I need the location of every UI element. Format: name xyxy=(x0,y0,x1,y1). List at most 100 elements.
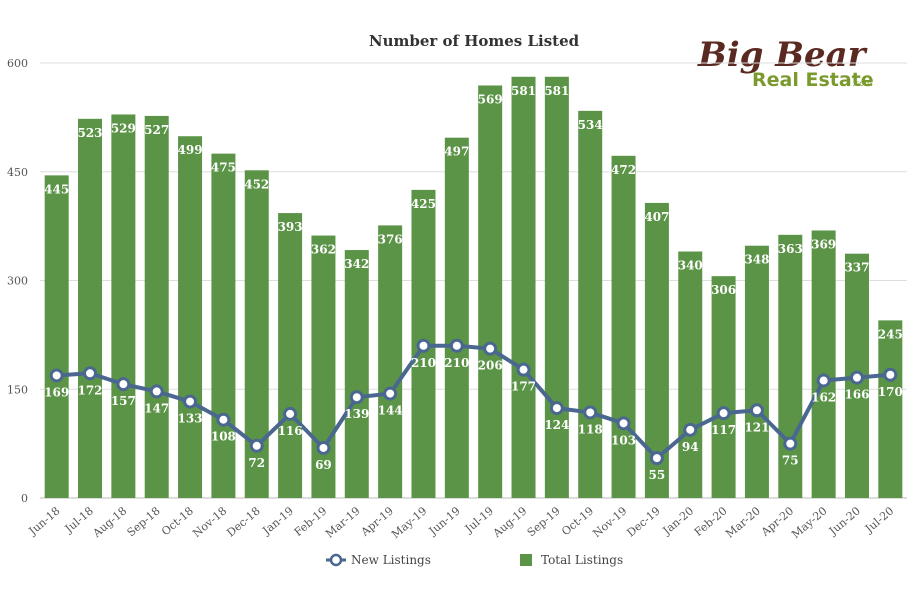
bar-Jul-18 xyxy=(78,118,103,498)
bar-label-Jun-18: 445 xyxy=(44,182,69,196)
point-label-Jun-18: 169 xyxy=(44,385,69,399)
bar-label-Oct-19: 534 xyxy=(578,118,603,132)
x-tick-Jun-20: Jun-20 xyxy=(826,504,863,538)
bar-label-May-19: 425 xyxy=(411,197,436,211)
bar-label-Feb-19: 362 xyxy=(311,243,336,257)
point-label-Jun-20: 166 xyxy=(844,388,869,402)
chart-title: Number of Homes Listed xyxy=(369,32,580,50)
x-tick-Jan-19: Jan-19 xyxy=(259,504,296,538)
bar-label-Dec-19: 407 xyxy=(644,210,669,224)
bar-label-Jan-20: 340 xyxy=(678,259,703,273)
bar-label-Mar-19: 342 xyxy=(344,257,369,271)
point-May-19 xyxy=(416,338,431,353)
point-Sep-18 xyxy=(149,384,164,399)
bar-May-20 xyxy=(811,230,836,498)
legend-item-total-listings[interactable]: Total Listings xyxy=(520,553,623,567)
point-Nov-18 xyxy=(216,412,231,427)
point-Jun-20 xyxy=(849,370,864,385)
point-label-Aug-18: 157 xyxy=(111,394,136,408)
point-Apr-20 xyxy=(783,436,798,451)
bar-labels: 445 523 529 527 499 475 452 393 362 342 376 425 497 5… xyxy=(44,84,903,342)
x-tick-Mar-19: Mar-19 xyxy=(323,504,363,540)
x-tick-May-19: May-19 xyxy=(389,504,429,541)
point-label-Oct-19: 118 xyxy=(578,422,603,436)
x-tick-Dec-19: Dec-19 xyxy=(624,504,662,539)
bar-label-Nov-18: 475 xyxy=(211,161,236,175)
point-label-Dec-18: 72 xyxy=(248,456,265,470)
legend: New Listings Total Listings xyxy=(326,553,623,567)
bar-Jun-18 xyxy=(44,175,69,498)
bar-Jul-19 xyxy=(478,85,503,498)
point-Feb-20 xyxy=(716,406,731,421)
logo-line2: Real Estate xyxy=(752,69,874,91)
point-label-Mar-19: 139 xyxy=(344,407,369,421)
bar-Apr-20 xyxy=(778,234,803,498)
bar-label-Sep-18: 527 xyxy=(144,123,169,137)
bar-Jan-20 xyxy=(678,251,703,498)
bar-Jul-20 xyxy=(878,320,903,498)
point-Dec-19 xyxy=(649,451,664,466)
bar-label-Sep-19: 581 xyxy=(544,84,569,98)
x-tick-Oct-19: Oct-19 xyxy=(559,504,596,538)
point-Jan-19 xyxy=(283,406,298,421)
y-tick-150: 150 xyxy=(7,383,28,396)
x-tick-Mar-20: Mar-20 xyxy=(723,504,763,540)
x-tick-Feb-20: Feb-20 xyxy=(692,504,730,539)
x-tick-Oct-18: Oct-18 xyxy=(159,504,196,538)
legend-marker-total-listings xyxy=(520,554,532,566)
point-Oct-18 xyxy=(183,394,198,409)
legend-label-new-listings: New Listings xyxy=(351,553,431,567)
bar-label-Nov-19: 472 xyxy=(611,163,636,177)
x-tick-Jul-20: Jul-20 xyxy=(862,504,896,536)
bar-Sep-18 xyxy=(144,115,169,499)
x-tick-Sep-18: Sep-18 xyxy=(125,504,163,539)
x-axis: Jun-18 Jul-18Aug-18Sep-18Oct-18Nov-18Dec-… xyxy=(26,504,897,541)
point-Jan-20 xyxy=(683,422,698,437)
legend-item-new-listings[interactable]: New Listings xyxy=(326,553,431,567)
bar-Jan-19 xyxy=(278,213,303,498)
bar-label-Jul-20: 245 xyxy=(878,327,903,341)
point-label-Sep-18: 147 xyxy=(144,401,169,415)
point-label-Feb-20: 117 xyxy=(711,423,736,437)
point-Feb-19 xyxy=(316,440,331,455)
x-tick-Jun-19: Jun-19 xyxy=(426,504,463,538)
bar-Mar-20 xyxy=(744,245,769,498)
bar-Nov-18 xyxy=(211,153,236,498)
bar-Oct-18 xyxy=(178,136,203,498)
bar-Feb-20 xyxy=(711,276,736,498)
point-label-May-20: 162 xyxy=(811,391,836,405)
bar-Oct-19 xyxy=(578,110,603,498)
bar-label-Jun-20: 337 xyxy=(844,261,869,275)
bar-Apr-19 xyxy=(378,225,403,498)
bar-label-Jul-18: 523 xyxy=(77,126,102,140)
point-Mar-19 xyxy=(349,390,364,405)
point-Dec-18 xyxy=(249,438,264,453)
x-tick-Nov-19: Nov-19 xyxy=(590,504,629,540)
bar-Aug-18 xyxy=(111,114,136,498)
point-label-Oct-18: 133 xyxy=(178,412,203,426)
bar-series xyxy=(44,76,903,499)
point-label-Apr-20: 75 xyxy=(782,454,799,468)
bar-Jun-19 xyxy=(444,137,469,499)
y-tick-600: 600 xyxy=(7,57,28,70)
bar-Aug-19 xyxy=(511,76,536,499)
y-tick-450: 450 xyxy=(7,166,28,179)
bar-label-Feb-20: 306 xyxy=(711,283,736,297)
point-label-Jul-20: 170 xyxy=(878,385,903,399)
x-tick-May-20: May-20 xyxy=(789,504,829,541)
bar-label-Dec-18: 452 xyxy=(244,177,269,191)
point-label-Nov-19: 103 xyxy=(611,433,636,447)
point-label-Apr-19: 144 xyxy=(378,404,403,418)
point-label-Jan-20: 94 xyxy=(682,440,699,454)
point-label-Dec-19: 55 xyxy=(649,468,666,482)
x-tick-Nov-18: Nov-18 xyxy=(190,504,229,540)
point-Sep-19 xyxy=(549,401,564,416)
bar-label-Apr-19: 376 xyxy=(378,232,403,246)
point-Apr-19 xyxy=(383,386,398,401)
point-Oct-19 xyxy=(583,405,598,420)
y-tick-300: 300 xyxy=(7,275,28,288)
point-Mar-20 xyxy=(749,403,764,418)
point-Jul-19 xyxy=(483,341,498,356)
x-tick-Dec-18: Dec-18 xyxy=(224,504,262,539)
